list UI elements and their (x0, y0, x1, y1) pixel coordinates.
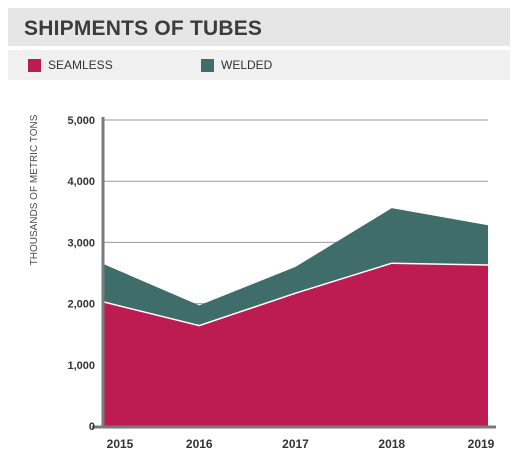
x-tick-labels: 2015 2016 2017 2018 2019 (107, 437, 495, 451)
y-tick-label-5: 5,000 (67, 115, 95, 127)
x-tick-label-2: 2017 (282, 437, 309, 451)
legend-swatch-seamless (28, 58, 41, 72)
legend-swatch-welded (201, 58, 214, 72)
y-tick-label-2: 2,000 (67, 299, 95, 311)
chart-title: SHIPMENTS OF TUBES (24, 17, 263, 40)
area-series (102, 208, 489, 426)
y-tick-label-3: 3,000 (67, 237, 95, 249)
legend-label-seamless: SEAMLESS (48, 58, 113, 72)
y-tick-label-1: 1,000 (67, 360, 95, 372)
y-tick-label-0: 0 (89, 421, 95, 433)
x-tick-label-0: 2015 (107, 437, 134, 451)
series-boundary-line (102, 262, 489, 327)
legend-item-seamless: SEAMLESS (28, 58, 113, 72)
x-tick-label-3: 2018 (378, 437, 405, 451)
y-tick-label-4: 4,000 (67, 176, 95, 188)
title-bar: SHIPMENTS OF TUBES (8, 8, 510, 46)
axes (92, 117, 496, 429)
area-seamless (103, 263, 488, 426)
x-tick-label-4: 2019 (468, 437, 495, 451)
area-welded (103, 208, 488, 326)
legend-label-welded: WELDED (221, 58, 273, 72)
y-axis-label: THOUSANDS OF METRIC TONS (29, 114, 40, 265)
x-tick-label-1: 2016 (186, 437, 213, 451)
legend-item-welded: WELDED (201, 58, 272, 72)
y-tick-labels: 0 1,000 2,000 3,000 4,000 5,000 (67, 115, 95, 433)
legend: SEAMLESS WELDED (8, 50, 510, 80)
